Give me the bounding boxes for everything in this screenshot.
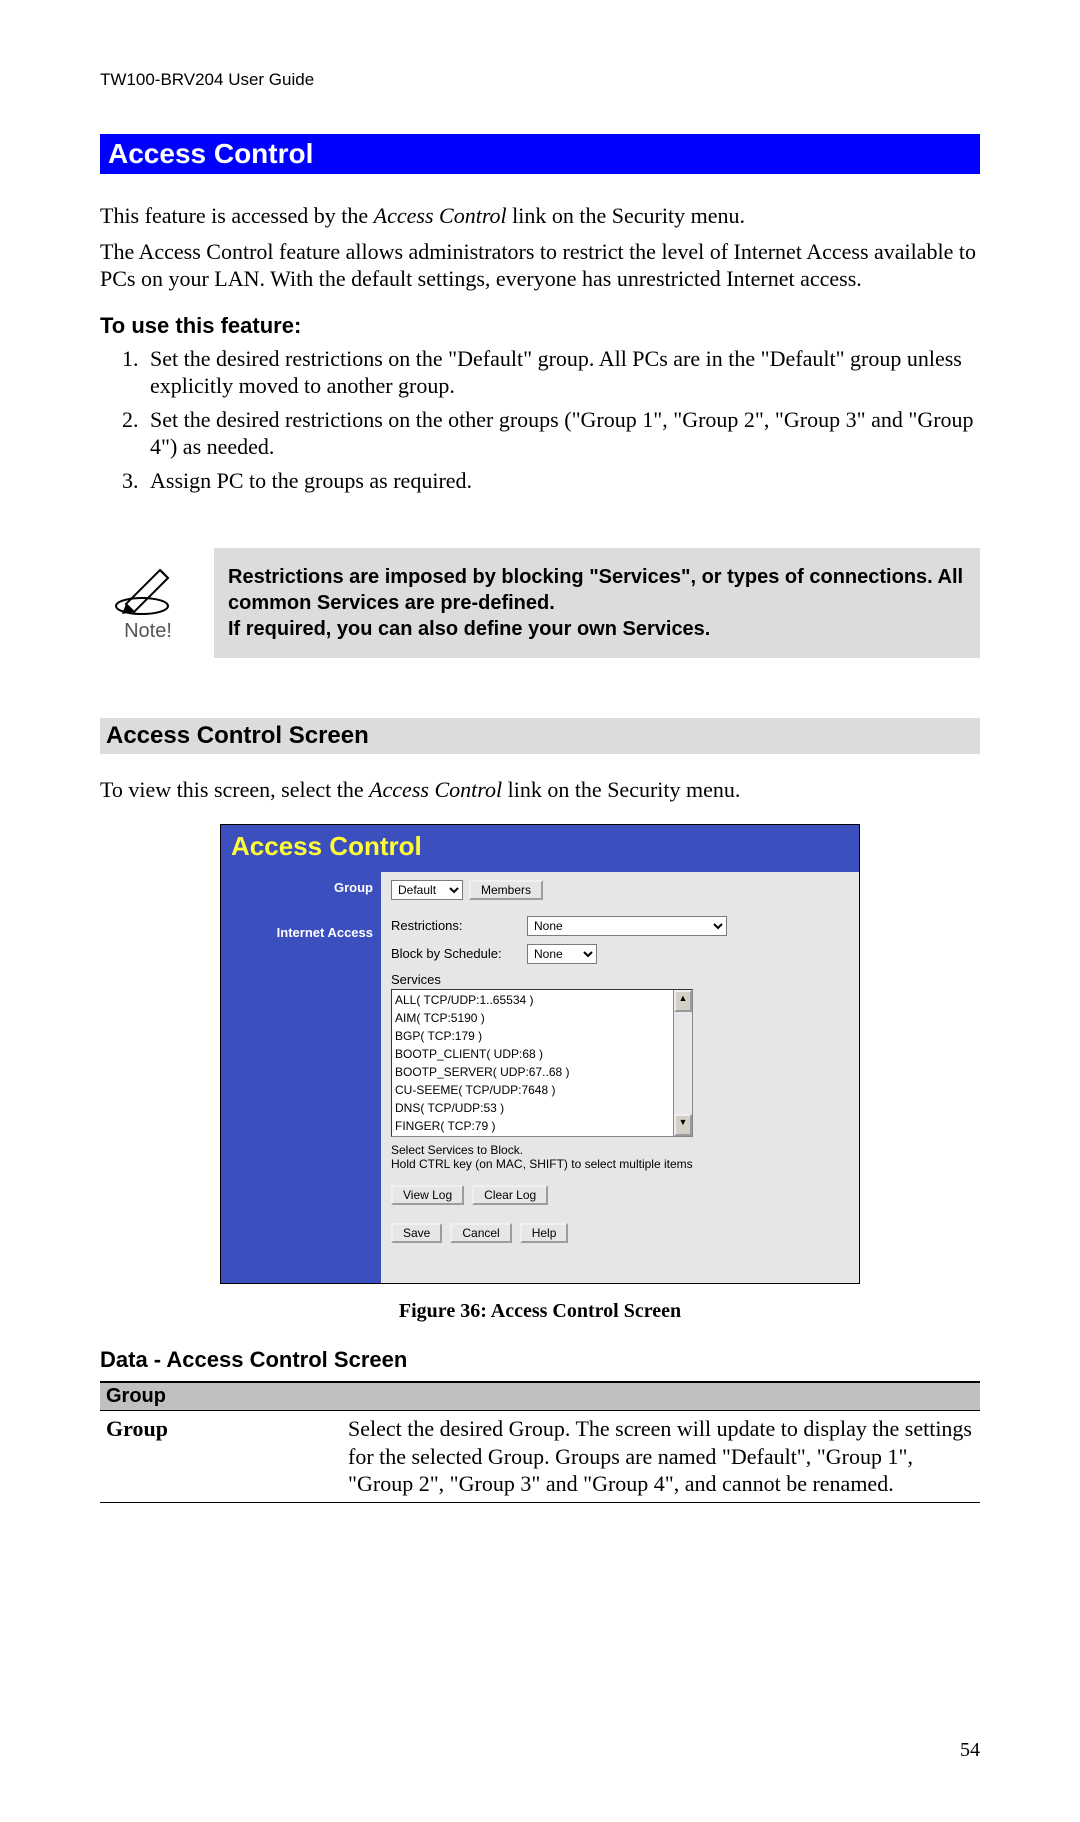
service-item[interactable]: BOOTP_SERVER( UDP:67..68 ) <box>395 1063 670 1081</box>
note-line-2: If required, you can also define your ow… <box>228 616 966 642</box>
table-category: Group <box>100 1382 980 1411</box>
step-3: Assign PC to the groups as required. <box>144 467 980 495</box>
block-schedule-select[interactable]: None <box>527 944 597 964</box>
steps-list: Set the desired restrictions on the "Def… <box>100 345 980 495</box>
service-item[interactable]: BGP( TCP:179 ) <box>395 1027 670 1045</box>
scr-label-internet: Internet Access <box>221 925 373 940</box>
services-label: Services <box>391 972 849 987</box>
service-item[interactable]: ALL( TCP/UDP:1..65534 ) <box>395 991 670 1009</box>
section-text: To view this screen, select the Access C… <box>100 776 980 804</box>
scroll-down-icon[interactable]: ▼ <box>674 1114 692 1136</box>
screenshot-window: Access Control Group Internet Access Def… <box>220 824 860 1285</box>
clear-log-button[interactable]: Clear Log <box>472 1185 548 1205</box>
page-title-bar: Access Control <box>100 134 980 174</box>
restrictions-label: Restrictions: <box>391 918 521 933</box>
scroll-up-icon[interactable]: ▲ <box>674 990 692 1012</box>
services-listbox[interactable]: ALL( TCP/UDP:1..65534 ) AIM( TCP:5190 ) … <box>391 989 693 1137</box>
note-label: Note! <box>124 620 172 643</box>
restrictions-select[interactable]: None <box>527 916 727 936</box>
intro-1-pre: This feature is accessed by the <box>100 203 374 228</box>
hint-line-2: Hold CTRL key (on MAC, SHIFT) to select … <box>391 1157 849 1171</box>
table-row: Group Select the desired Group. The scre… <box>100 1411 980 1503</box>
note-icon-cell: Note! <box>100 548 196 658</box>
intro-2: The Access Control feature allows admini… <box>100 238 980 293</box>
section-heading: Access Control Screen <box>100 718 980 754</box>
section-text-post: link on the Security menu. <box>502 777 740 802</box>
hint-line-1: Select Services to Block. <box>391 1143 849 1157</box>
cancel-button[interactable]: Cancel <box>450 1223 511 1243</box>
service-item[interactable]: AIM( TCP:5190 ) <box>395 1009 670 1027</box>
section-text-em: Access Control <box>369 777 502 802</box>
section-text-pre: To view this screen, select the <box>100 777 369 802</box>
step-2: Set the desired restrictions on the othe… <box>144 406 980 461</box>
use-heading: To use this feature: <box>100 313 980 339</box>
scr-label-group: Group <box>221 880 373 895</box>
note-pen-icon <box>112 564 184 618</box>
intro-1-em: Access Control <box>374 203 507 228</box>
note-line-1: Restrictions are imposed by blocking "Se… <box>228 564 966 616</box>
block-schedule-label: Block by Schedule: <box>391 946 521 961</box>
service-item[interactable]: FINGER( TCP:79 ) <box>395 1117 670 1135</box>
help-button[interactable]: Help <box>520 1223 569 1243</box>
intro-1-post: link on the Security menu. <box>507 203 745 228</box>
service-item[interactable]: DNS( TCP/UDP:53 ) <box>395 1099 670 1117</box>
data-heading: Data - Access Control Screen <box>100 1347 980 1373</box>
note-box: Restrictions are imposed by blocking "Se… <box>214 548 980 658</box>
service-item[interactable]: CU-SEEME( TCP/UDP:7648 ) <box>395 1081 670 1099</box>
group-select[interactable]: Default <box>391 880 463 900</box>
figure-caption: Figure 36: Access Control Screen <box>100 1300 980 1323</box>
step-1: Set the desired restrictions on the "Def… <box>144 345 980 400</box>
members-button[interactable]: Members <box>469 880 543 900</box>
service-item[interactable]: BOOTP_CLIENT( UDP:68 ) <box>395 1045 670 1063</box>
data-table: Group Group Select the desired Group. Th… <box>100 1381 980 1503</box>
doc-header: TW100-BRV204 User Guide <box>100 70 980 90</box>
table-row-value: Select the desired Group. The screen wil… <box>342 1411 980 1503</box>
listbox-scrollbar[interactable]: ▲ ▼ <box>673 990 692 1136</box>
page-number: 54 <box>960 1739 980 1762</box>
screenshot-title: Access Control <box>221 825 859 872</box>
view-log-button[interactable]: View Log <box>391 1185 464 1205</box>
intro-1: This feature is accessed by the Access C… <box>100 202 980 230</box>
note-block: Note! Restrictions are imposed by blocki… <box>100 548 980 658</box>
table-row-key: Group <box>100 1411 342 1503</box>
save-button[interactable]: Save <box>391 1223 442 1243</box>
